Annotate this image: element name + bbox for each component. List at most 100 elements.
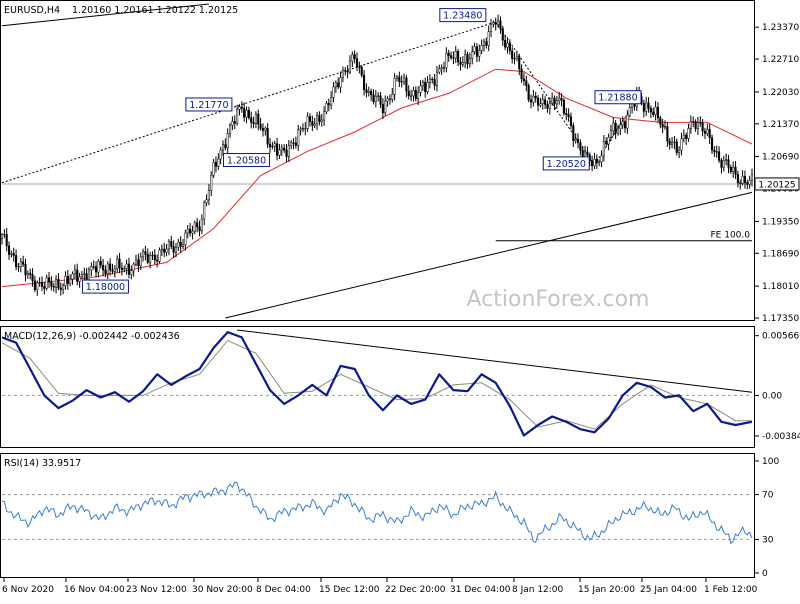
candle-body — [743, 176, 746, 183]
candle-body — [720, 160, 723, 168]
candle-body — [191, 230, 194, 234]
candle-body — [341, 70, 344, 79]
price-tick-label: 1.20690 — [762, 153, 799, 163]
candle-body — [313, 123, 316, 126]
candle-body — [668, 140, 671, 145]
candle-body — [593, 158, 596, 167]
candle-body — [703, 130, 707, 134]
candle-body — [210, 174, 213, 191]
candle-body — [515, 56, 518, 59]
candle-body — [113, 268, 116, 272]
candle-body — [440, 67, 443, 70]
candle-body — [553, 97, 556, 105]
candle-body — [685, 134, 688, 139]
candle-body — [647, 102, 650, 109]
price-annotation-label: 1.21770 — [189, 100, 228, 111]
candle-body — [619, 124, 622, 130]
candle-body — [360, 67, 363, 76]
watermark: ActionForex.com — [467, 287, 650, 312]
candle-body — [661, 123, 664, 128]
price-annotation-box — [81, 279, 129, 294]
candle-body — [301, 128, 304, 130]
candle-body — [386, 98, 389, 102]
candle-body — [217, 158, 220, 167]
candle-body — [628, 107, 631, 116]
candle-body — [294, 142, 297, 146]
price-annotation-box — [439, 8, 487, 23]
price-annotation-box — [223, 153, 271, 168]
price-tick-label: 1.17350 — [762, 314, 799, 324]
candle-body — [90, 266, 93, 271]
candle-body — [120, 267, 123, 270]
candle-body — [193, 222, 196, 232]
candle-body — [438, 68, 441, 73]
candle-body — [292, 142, 295, 144]
candle-body — [363, 74, 366, 90]
candle-body — [0, 234, 4, 239]
candle-body — [494, 22, 497, 25]
candle-body — [447, 52, 450, 56]
time-tick-label: 31 Dec 04:00 — [450, 585, 511, 595]
candle-body — [306, 116, 309, 129]
candle-body — [40, 282, 44, 287]
candle-body — [238, 106, 241, 110]
candle-body — [518, 56, 521, 70]
candle-body — [400, 81, 403, 83]
candle-body — [167, 241, 170, 250]
candle-body — [212, 162, 215, 176]
candle-body — [231, 121, 234, 126]
candle-body — [311, 121, 314, 126]
candle-body — [66, 275, 69, 284]
candle-body — [71, 273, 74, 280]
candle-body — [513, 58, 516, 60]
candle-body — [33, 280, 36, 290]
candle-body — [59, 287, 62, 290]
candle-body — [706, 129, 709, 134]
candle-body — [450, 55, 453, 58]
candle-body — [748, 179, 751, 185]
candle-body — [73, 269, 76, 275]
candle-body — [165, 248, 168, 253]
candle-body — [116, 258, 119, 270]
candle-body — [574, 138, 577, 141]
time-tick-label: 8 Jan 12:00 — [512, 585, 564, 595]
price-annotation-box — [594, 90, 642, 105]
candle-body — [718, 151, 721, 161]
candle-body — [358, 66, 361, 68]
candle-body — [659, 117, 662, 125]
candle-body — [325, 103, 328, 112]
time-tick-label: 22 Dec 20:00 — [385, 585, 446, 595]
candle-body — [750, 174, 754, 181]
last-price-tag-box — [754, 177, 800, 191]
candle-body — [539, 103, 542, 106]
price-tick-label: 1.18690 — [762, 249, 799, 259]
candle-body — [525, 80, 528, 86]
candle-body — [482, 41, 486, 46]
candle-body — [104, 269, 107, 275]
trendline — [225, 191, 753, 319]
candle-body — [612, 122, 615, 132]
candle-body — [678, 149, 681, 153]
candle-body — [123, 268, 126, 270]
candle-body — [283, 147, 286, 151]
candle-body — [708, 129, 711, 138]
time-tick-label: 30 Nov 20:00 — [192, 585, 253, 595]
candle-body — [407, 90, 410, 97]
candle-body — [94, 266, 98, 273]
candle-body — [179, 241, 182, 247]
candle-body — [398, 76, 401, 82]
candle-body — [142, 251, 145, 258]
candle-body — [419, 85, 422, 93]
candle-body — [529, 99, 533, 103]
candle-body — [614, 122, 617, 134]
candle-body — [527, 85, 530, 101]
candle-body — [560, 97, 563, 101]
last-price-tag: 1.20125 — [758, 180, 795, 190]
price-tick-label: 1.18010 — [762, 282, 799, 292]
macd-trendline — [237, 329, 753, 393]
candle-body — [544, 99, 547, 105]
candle-body — [181, 244, 185, 247]
price-annotations: 1.23480 1.21770 1.20580 1.21880 1.20520 1.180… — [81, 8, 800, 294]
candle-body — [106, 263, 109, 275]
candle-body — [478, 50, 481, 57]
